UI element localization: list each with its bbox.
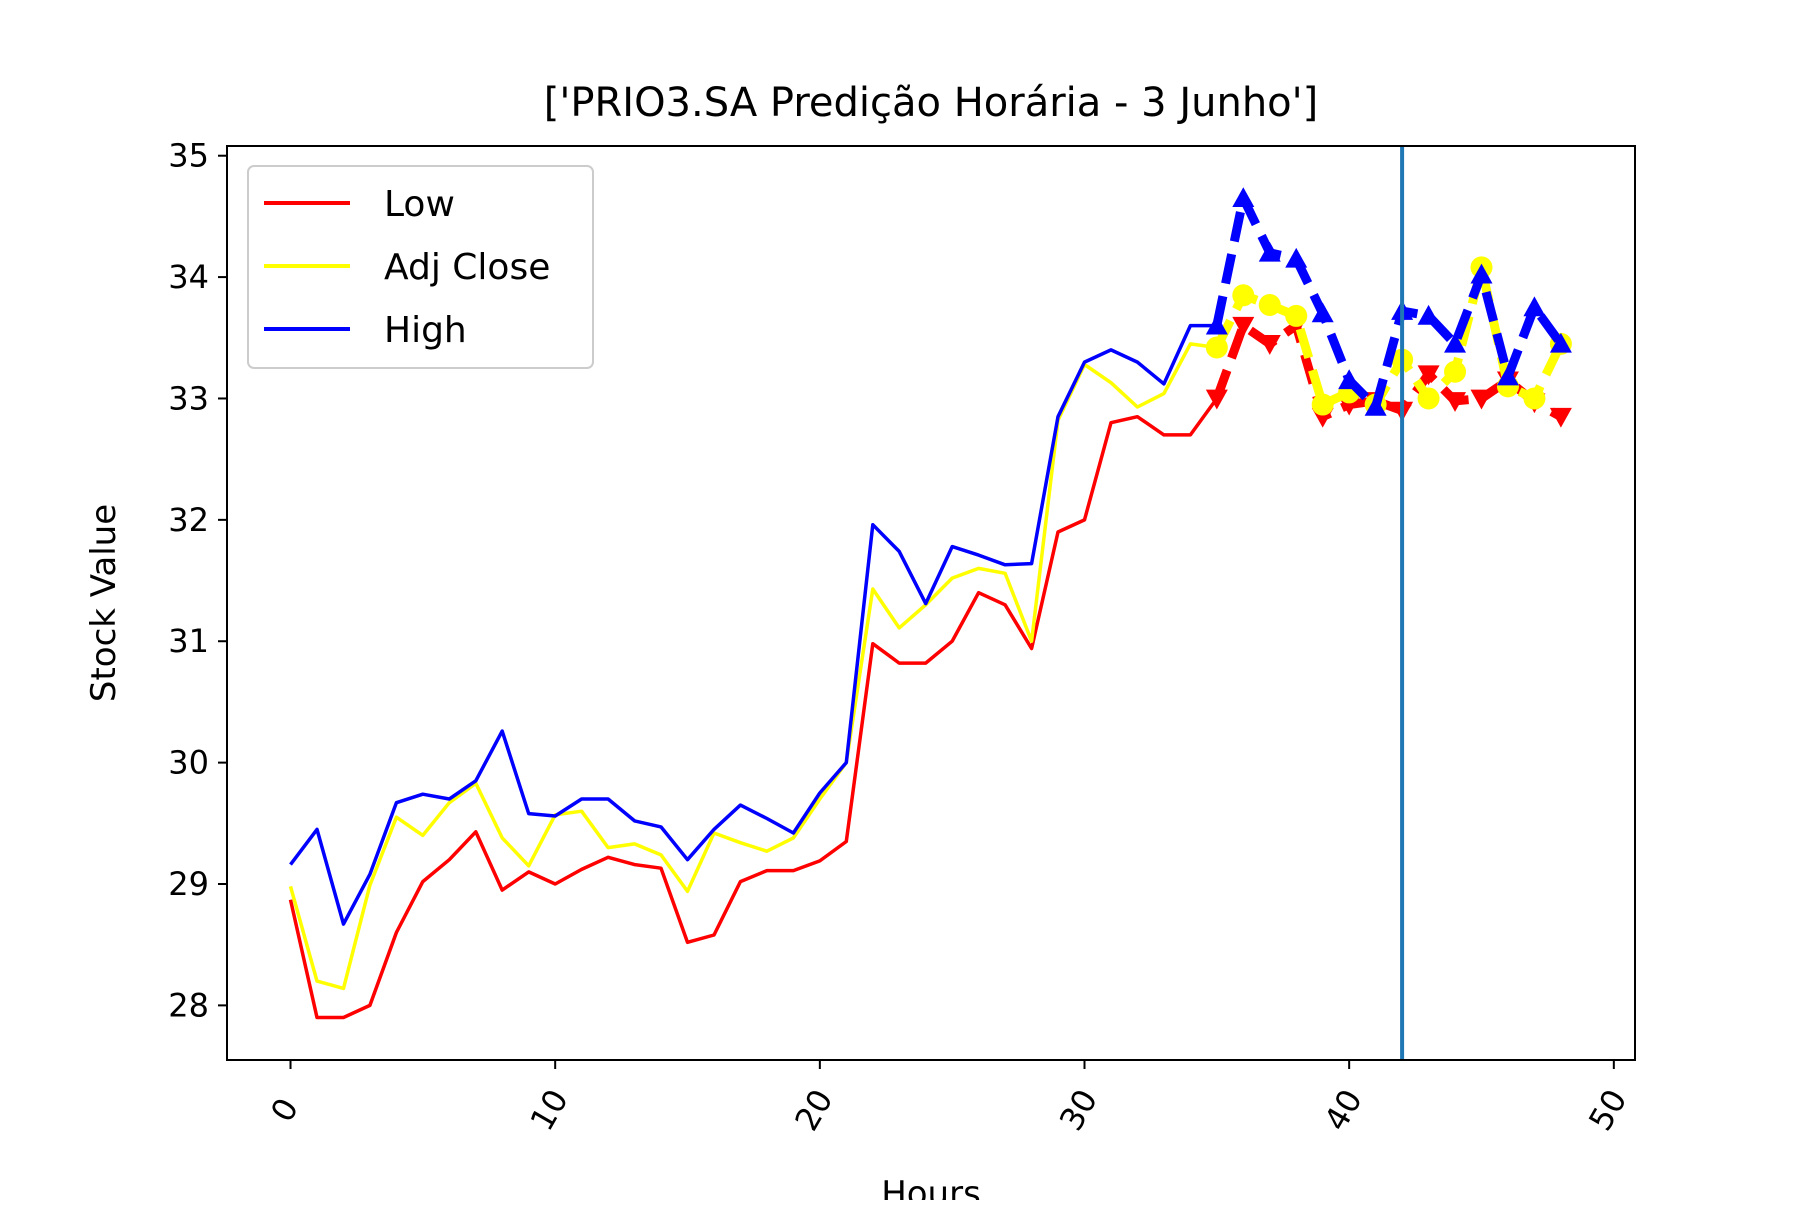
y-tick-label: 31 [168, 622, 209, 660]
y-tick-label: 29 [168, 865, 209, 903]
legend-label: Low [384, 184, 455, 225]
y-tick-label: 34 [168, 258, 209, 296]
data-point-5-10 [1470, 263, 1493, 284]
y-tick-label: 33 [168, 379, 209, 417]
data-point-5-5 [1338, 369, 1361, 390]
data-point-4-8 [1417, 387, 1440, 410]
y-tick-label: 30 [168, 744, 209, 782]
data-point-3-8 [1417, 365, 1440, 386]
data-point-3-0 [1205, 389, 1228, 410]
y-tick-label: 35 [168, 137, 209, 175]
data-point-4-2 [1258, 294, 1281, 317]
data-point-5-8 [1417, 304, 1440, 325]
data-point-5-6 [1364, 395, 1387, 416]
series-line-0 [288, 397, 1219, 1020]
data-point-4-9 [1444, 360, 1467, 383]
data-point-5-13 [1549, 332, 1572, 353]
x-tick-label: 50 [1581, 1083, 1634, 1137]
data-point-3-13 [1549, 407, 1572, 428]
data-point-4-0 [1205, 336, 1228, 359]
data-point-3-2 [1258, 335, 1281, 355]
data-point-4-12 [1523, 387, 1546, 410]
chart-title: ['PRIO3.SA Predição Horária - 3 Junho'] [544, 80, 1319, 126]
x-tick-label: 0 [263, 1092, 306, 1129]
data-point-5-12 [1523, 296, 1546, 317]
x-tick-label: 10 [523, 1083, 576, 1137]
y-axis-label: Stock Value [84, 504, 124, 702]
x-tick-label: 40 [1317, 1083, 1370, 1137]
data-point-4-4 [1311, 393, 1334, 416]
x-tick-label: 20 [787, 1083, 840, 1137]
x-axis-label: Hours [881, 1174, 981, 1200]
data-point-5-1 [1232, 187, 1255, 207]
legend-label: Adj Close [384, 247, 550, 288]
data-point-5-3 [1285, 247, 1308, 268]
data-point-3-1 [1232, 316, 1255, 337]
data-point-5-2 [1258, 241, 1281, 262]
legend-box [247, 165, 594, 369]
data-point-3-9 [1444, 392, 1467, 412]
legend-label: High [384, 310, 467, 351]
legend: Low Adj Close High [247, 165, 594, 369]
y-tick-label: 28 [168, 986, 209, 1024]
data-point-5-9 [1444, 332, 1467, 353]
data-point-5-4 [1311, 302, 1334, 323]
data-point-4-3 [1285, 304, 1308, 327]
y-tick-label: 32 [168, 501, 209, 539]
data-point-5-0 [1205, 314, 1228, 335]
data-point-3-10 [1470, 389, 1493, 410]
plot-frame [226, 145, 1636, 1061]
series-line-1 [288, 342, 1218, 991]
data-point-4-1 [1232, 284, 1255, 307]
series-line-2 [289, 323, 1217, 926]
x-tick-label: 30 [1052, 1083, 1105, 1137]
data-point-5-11 [1496, 365, 1519, 386]
